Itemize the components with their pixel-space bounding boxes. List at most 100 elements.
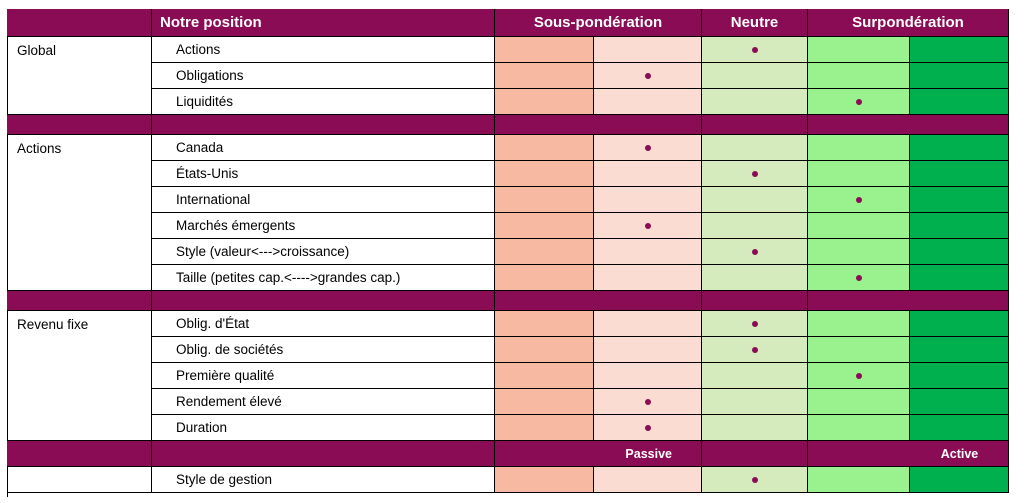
position-cell-neutral: [702, 415, 808, 441]
position-cell-under-light: [594, 37, 702, 63]
position-cell-over-light: [808, 337, 910, 363]
style-blank-cell: [7, 467, 152, 493]
position-cell-over-strong: [910, 63, 1009, 89]
position-dot: [644, 398, 651, 405]
position-cell-over-strong: [910, 239, 1009, 265]
position-cell-under-light: [594, 239, 702, 265]
row-label: Première qualité: [152, 363, 495, 389]
style-passive-label: Passive: [625, 447, 672, 461]
separator-row-part: [7, 115, 152, 135]
position-cell-over-light: [808, 187, 910, 213]
position-cell-over-strong: [910, 161, 1009, 187]
position-cell-over-light: [808, 89, 910, 115]
position-dot: [644, 72, 651, 79]
header-neutral: Neutre: [702, 9, 808, 37]
position-cell-under-strong: [495, 415, 594, 441]
position-dot: [751, 476, 758, 483]
position-cell-over-light: [808, 213, 910, 239]
position-cell-over-strong: [910, 363, 1009, 389]
separator-row-part: [702, 115, 808, 135]
position-cell-over-light: [808, 63, 910, 89]
separator-row-part: [152, 291, 495, 311]
position-cell-under-light: [594, 135, 702, 161]
position-cell-under-light: [594, 187, 702, 213]
position-cell-over-strong: [910, 389, 1009, 415]
position-cell-under-strong: [495, 363, 594, 389]
row-label: International: [152, 187, 495, 213]
position-cell-neutral: [702, 265, 808, 291]
position-cell-over-light: [808, 311, 910, 337]
position-cell-neutral: [702, 467, 808, 493]
position-cell-under-light: [594, 337, 702, 363]
position-cell-under-strong: [495, 161, 594, 187]
position-cell-neutral: [702, 213, 808, 239]
separator-row-part: [702, 291, 808, 311]
separator-row-part: [7, 441, 152, 467]
separator-row-part: [495, 441, 702, 467]
position-cell-neutral: [702, 311, 808, 337]
row-label: Duration: [152, 415, 495, 441]
position-dot: [751, 320, 758, 327]
position-cell-neutral: [702, 135, 808, 161]
position-cell-under-strong: [495, 265, 594, 291]
position-cell-over-strong: [910, 415, 1009, 441]
header-underweight: Sous-pondération: [495, 9, 702, 37]
position-dot: [644, 144, 651, 151]
position-dot: [855, 372, 862, 379]
position-cell-under-light: [594, 311, 702, 337]
position-cell-under-strong: [495, 389, 594, 415]
separator-row-part: [808, 441, 1009, 467]
position-cell-under-light: [594, 63, 702, 89]
position-dot: [855, 196, 862, 203]
position-cell-over-strong: [910, 467, 1009, 493]
header-title: Notre position: [152, 9, 495, 37]
position-cell-neutral: [702, 187, 808, 213]
row-label: Style (valeur<--->croissance): [152, 239, 495, 265]
position-cell-neutral: [702, 161, 808, 187]
positioning-table: Notre position Sous-pondération Neutre Surp…: [7, 9, 1009, 497]
separator-row-part: [808, 115, 1009, 135]
position-cell-over-strong: [910, 135, 1009, 161]
row-label: Liquidités: [152, 89, 495, 115]
category-label: Actions: [7, 135, 152, 291]
position-cell-over-strong: [910, 37, 1009, 63]
position-cell-over-strong: [910, 265, 1009, 291]
position-cell-over-light: [808, 135, 910, 161]
position-cell-over-light: [808, 161, 910, 187]
position-cell-over-strong: [910, 337, 1009, 363]
row-label: Oblig. d'État: [152, 311, 495, 337]
row-label: Actions: [152, 37, 495, 63]
position-dot: [751, 248, 758, 255]
row-label: Obligations: [152, 63, 495, 89]
position-cell-under-light: [594, 265, 702, 291]
separator-row-part: [808, 291, 1009, 311]
position-cell-under-strong: [495, 37, 594, 63]
position-cell-under-light: [594, 415, 702, 441]
header-corner: [7, 9, 152, 37]
position-cell-under-light: [594, 161, 702, 187]
position-cell-under-light: [594, 89, 702, 115]
style-row-label: Style de gestion: [152, 467, 495, 493]
category-label: Revenu fixe: [7, 311, 152, 441]
separator-row-part: [495, 115, 702, 135]
position-cell-under-light: [594, 213, 702, 239]
separator-row-part: [7, 291, 152, 311]
position-cell-under-strong: [495, 213, 594, 239]
position-dot: [751, 46, 758, 53]
category-label: Global: [7, 37, 152, 115]
row-label: Canada: [152, 135, 495, 161]
position-cell-over-strong: [910, 311, 1009, 337]
position-cell-under-strong: [495, 337, 594, 363]
position-cell-under-strong: [495, 89, 594, 115]
separator-row-part: [152, 115, 495, 135]
row-label: États-Unis: [152, 161, 495, 187]
position-cell-under-strong: [495, 239, 594, 265]
position-cell-under-strong: [495, 311, 594, 337]
position-cell-neutral: [702, 239, 808, 265]
position-cell-under-light: [594, 467, 702, 493]
position-cell-over-strong: [910, 89, 1009, 115]
separator-row-part: [495, 291, 702, 311]
header-overweight: Surpondération: [808, 9, 1009, 37]
style-active-label: Active: [940, 447, 979, 461]
position-cell-over-light: [808, 239, 910, 265]
